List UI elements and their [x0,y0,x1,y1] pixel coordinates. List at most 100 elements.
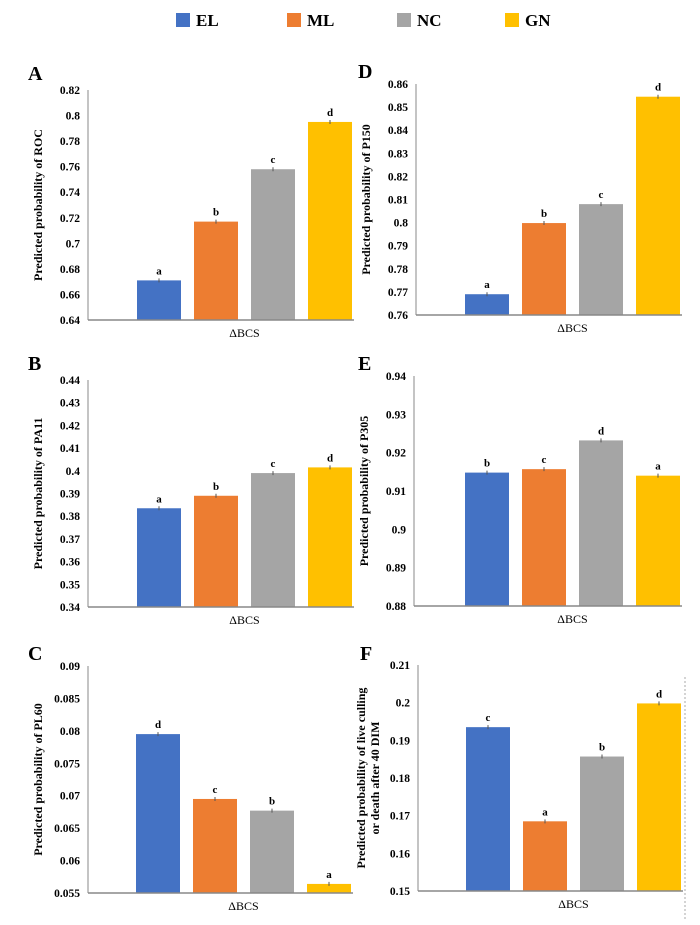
y-axis-label: Predicted probability of P150 [359,124,373,275]
y-tick-label: 0.34 [60,602,80,614]
bar-ml [194,221,238,320]
bar-gn [636,96,680,315]
significance-label: c [486,712,491,724]
panel-d: D 0.76 0.77 0.78 0.79 0.8 0.81 0.82 0.83 0.84 0.85… [358,61,682,335]
y-tick-label: 0.075 [54,758,80,770]
panel-letter: B [28,353,41,375]
y-tick-label: 0.16 [390,848,410,860]
x-axis-label: ΔBCS [557,321,587,335]
y-tick-label: 0.21 [390,660,410,672]
y-tick-label: 0.2 [396,698,411,710]
y-tick-label: 0.79 [388,241,408,253]
y-axis-label: Predicted probability of live culling [354,688,368,869]
significance-label: d [656,688,662,700]
x-axis-label: ΔBCS [557,612,587,626]
panel-letter: C [28,643,42,665]
bar-nc [251,473,295,607]
y-tick-label: 0.085 [54,693,80,705]
x-axis-label: ΔBCS [228,899,258,913]
legend-swatch-gn [505,13,519,27]
significance-label: c [213,784,218,796]
legend-label: ML [307,11,334,30]
y-tick-label: 0.77 [388,287,408,299]
bar-el [137,280,181,320]
y-tick-label: 0.4 [66,466,81,478]
bar-el [137,508,181,607]
significance-label: d [155,719,161,731]
y-tick-label: 0.41 [60,443,80,455]
significance-label: b [484,458,490,470]
panel-a: A 0.64 0.66 0.68 0.7 0.72 0.74 0.76 0.78 0.8 0.82 a… [28,63,354,340]
y-tick-label: 0.72 [60,213,80,225]
y-axis-label: Predicted probability of PL60 [31,703,45,856]
significance-label: d [327,107,333,119]
legend-swatch-ml [287,13,301,27]
y-tick-label: 0.78 [60,136,80,148]
significance-label: a [655,461,661,473]
significance-label: b [541,208,547,220]
bar-nc [579,440,623,606]
y-tick-label: 0.92 [386,448,406,460]
y-tick-label: 0.84 [388,125,408,137]
y-tick-label: 0.76 [60,162,80,174]
panel-letter: E [358,353,371,375]
bar-nc [580,756,624,891]
y-tick-label: 0.44 [60,375,80,387]
panel-c: C 0.055 0.06 0.065 0.07 0.075 0.08 0.085 0.09 d c b… [28,643,353,913]
y-tick-label: 0.78 [388,264,408,276]
y-tick-label: 0.64 [60,315,80,327]
legend-swatch-nc [397,13,411,27]
y-axis-label: or death after 40 DIM [368,722,382,835]
y-tick-label: 0.08 [60,726,80,738]
bar-el [466,727,510,891]
bar-el [465,472,509,606]
y-tick-label: 0.74 [60,187,80,199]
significance-label: c [271,154,276,166]
y-tick-label: 0.065 [54,823,80,835]
y-tick-label: 0.36 [60,557,80,569]
panel-b: B 0.34 0.35 0.36 0.37 0.38 0.39 0.4 0.41 0.42 0.43… [28,353,354,627]
y-tick-label: 0.8 [66,111,81,123]
y-tick-label: 0.39 [60,489,80,501]
bar-ml [523,821,567,891]
y-tick-label: 0.68 [60,264,80,276]
significance-label: a [326,869,332,881]
significance-label: b [269,796,275,808]
y-tick-label: 0.18 [390,773,410,785]
y-tick-label: 0.86 [388,79,408,91]
bar-ml [194,495,238,607]
significance-label: c [599,189,604,201]
bar-ml [193,798,237,893]
legend-label: GN [525,11,551,30]
y-tick-label: 0.8 [394,218,409,230]
y-tick-label: 0.37 [60,534,80,546]
y-tick-label: 0.83 [388,148,408,160]
significance-label: b [599,742,605,754]
bar-gn [637,703,681,891]
significance-label: c [271,458,276,470]
bar-nc [579,204,623,315]
bar-el [136,734,180,893]
bar-gn [308,467,352,607]
y-tick-label: 0.42 [60,420,80,432]
y-tick-label: 0.82 [388,171,408,183]
y-tick-label: 0.17 [390,811,410,823]
bar-gn [636,475,680,606]
significance-label: a [542,806,548,818]
significance-label: d [655,82,661,94]
panel-e: E 0.88 0.89 0.9 0.91 0.92 0.93 0.94 b c d a ΔBCS Pred… [357,353,682,626]
bar-gn [307,883,351,893]
significance-label: c [542,454,547,466]
y-tick-label: 0.89 [386,563,406,575]
bar-nc [250,810,294,893]
x-axis-label: ΔBCS [558,897,588,911]
bar-ml [522,469,566,606]
bar-gn [308,121,352,320]
y-tick-label: 0.07 [60,791,80,803]
y-tick-label: 0.38 [60,511,80,523]
x-axis-label: ΔBCS [229,326,259,340]
significance-label: a [156,493,162,505]
y-tick-label: 0.43 [60,398,80,410]
y-tick-label: 0.85 [388,102,408,114]
